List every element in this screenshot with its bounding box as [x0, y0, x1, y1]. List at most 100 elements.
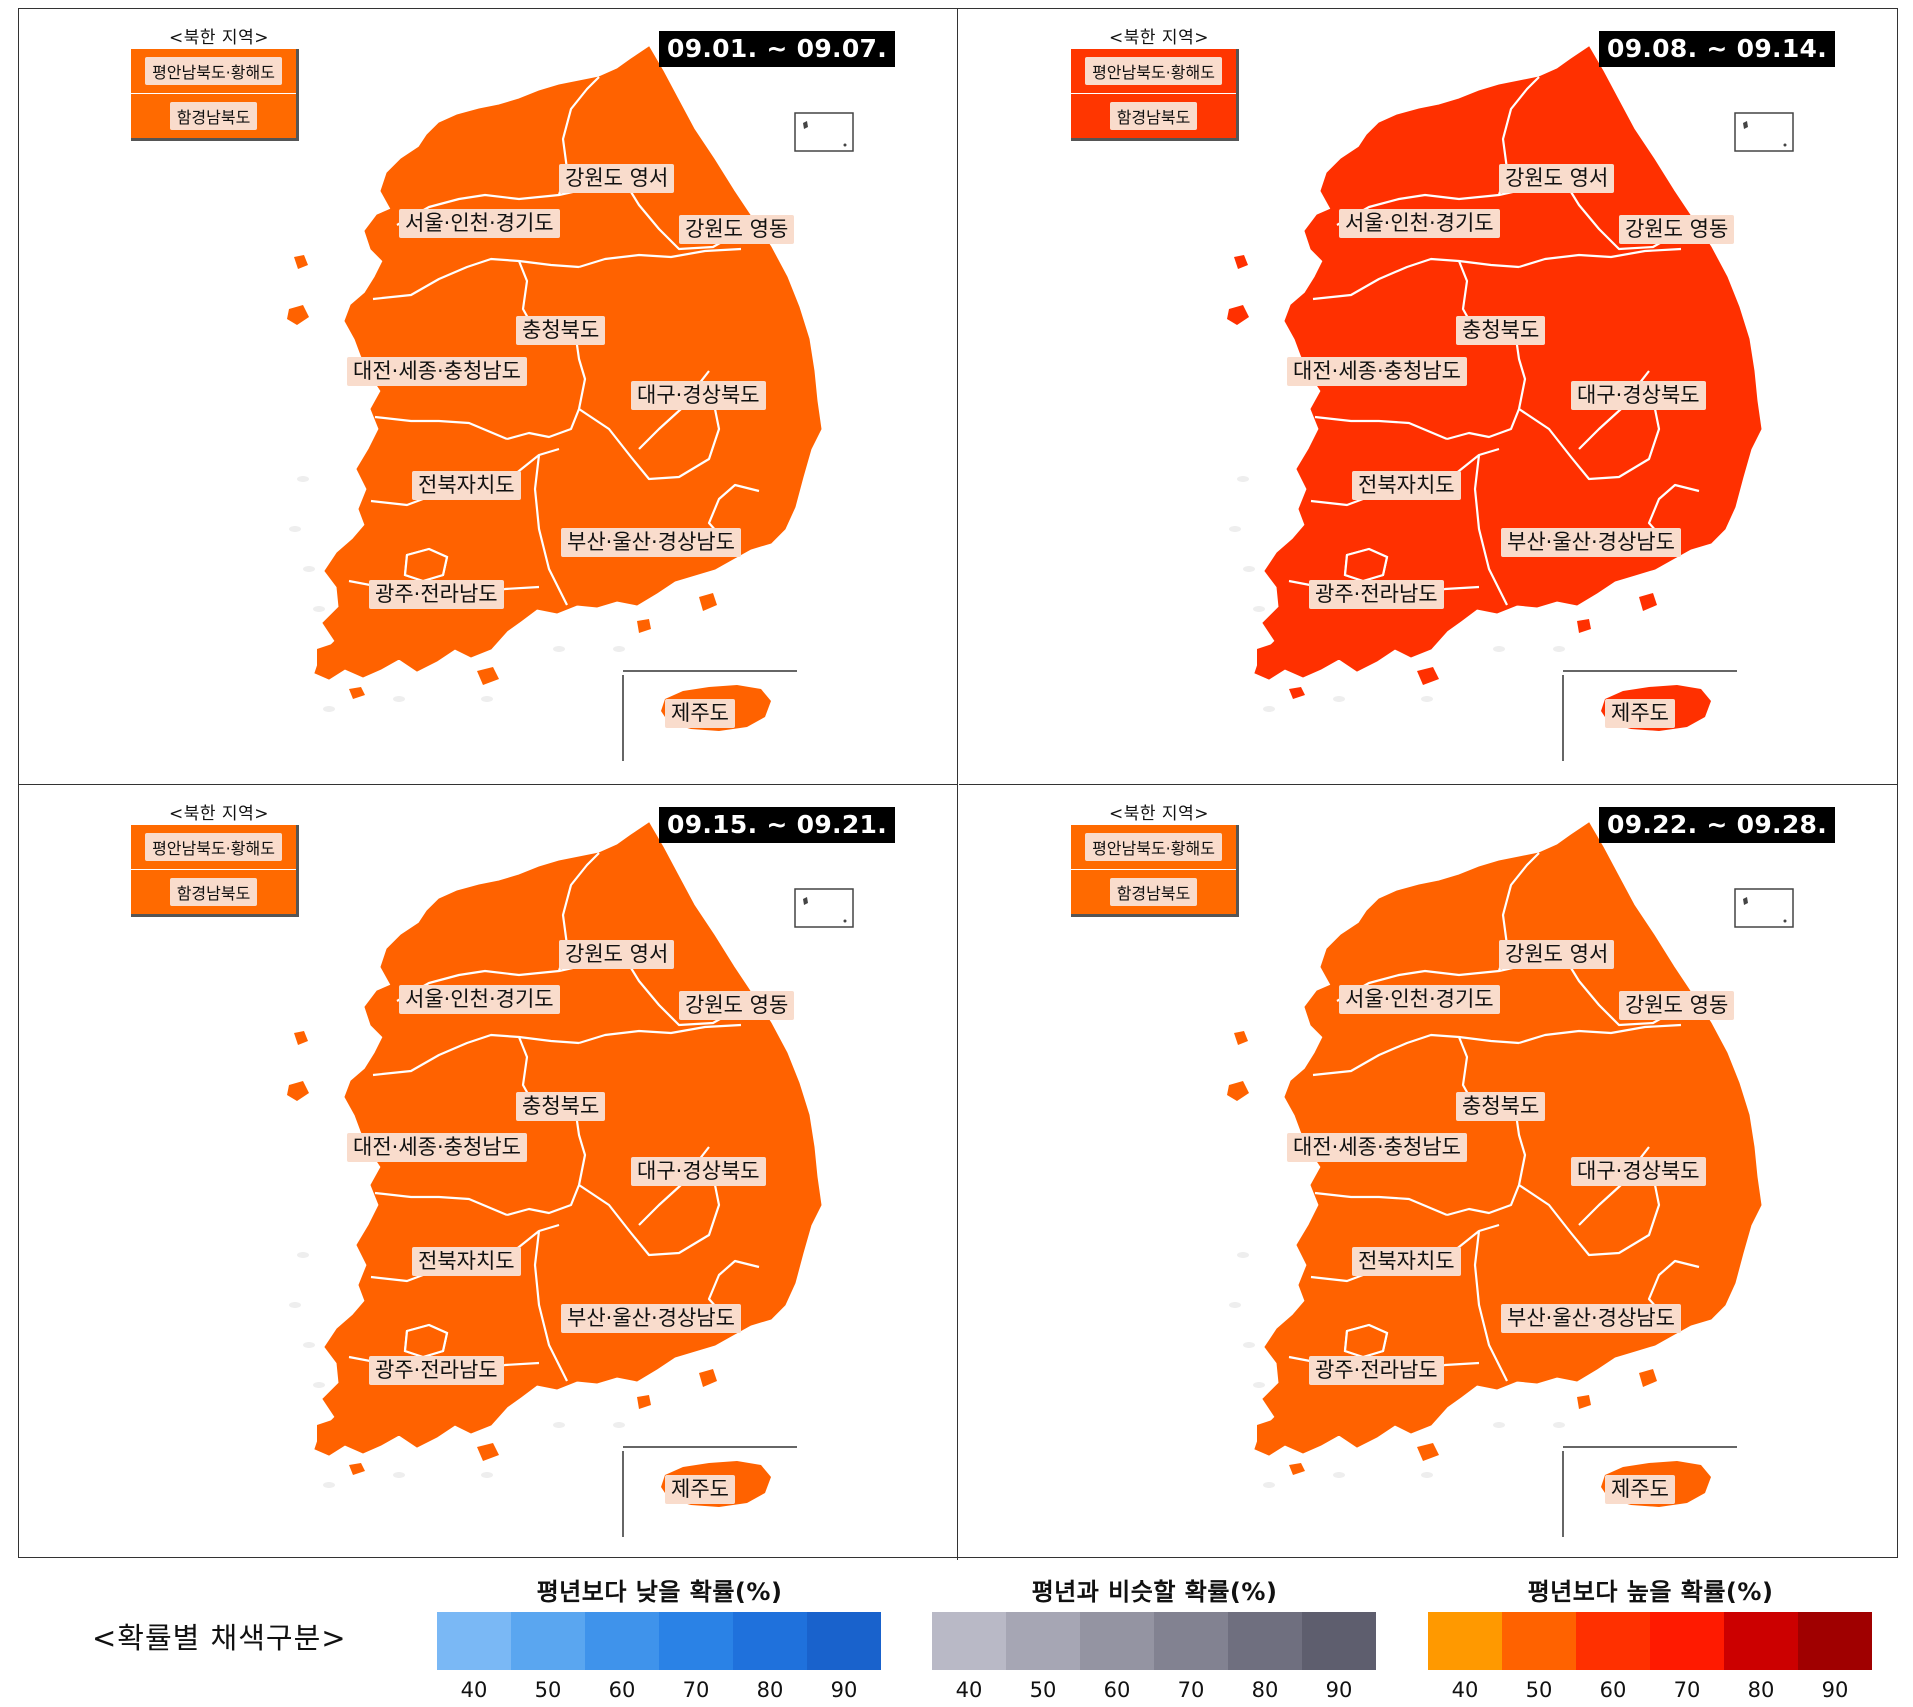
region-border	[1473, 1230, 1508, 1382]
legend-swatch	[437, 1612, 511, 1670]
islet-shape	[1263, 1482, 1275, 1488]
island-shape	[349, 687, 365, 699]
region-label: 충청북도	[1456, 316, 1546, 345]
gwangju-enclave	[1343, 1323, 1389, 1359]
north-korea-region-label: 함경남북도	[1109, 878, 1198, 906]
inset-dot-icon	[843, 143, 847, 147]
islet-shape	[1553, 646, 1565, 652]
north-korea-title: <북한 지역>	[1109, 804, 1209, 824]
islet-shape	[297, 1252, 309, 1258]
island-shape	[1639, 1369, 1657, 1387]
region-border	[578, 1023, 742, 1045]
north-korea-region-label: 함경남북도	[1109, 102, 1198, 130]
gwangju-enclave	[403, 1323, 449, 1359]
region-label: 광주·전라남도	[1309, 580, 1444, 609]
region-label: 제주도	[1605, 699, 1675, 728]
region-label: 서울·인천·경기도	[399, 209, 560, 238]
inset-dot-icon	[1783, 143, 1787, 147]
region-label: 제주도	[665, 1475, 735, 1504]
inset-dot-icon	[1783, 919, 1787, 923]
region-map	[1227, 46, 1794, 761]
region-label: 대전·세종·충청남도	[347, 357, 527, 386]
gwangju-enclave	[403, 547, 449, 583]
islet-shape	[1237, 476, 1249, 482]
date-range-badge: 09.22. ~ 09.28.	[1599, 807, 1836, 843]
islet-shape	[1493, 646, 1505, 652]
legend-heading-similar: 평년과 비슷할 확률(%)	[1031, 1578, 1278, 1606]
north-korea-box: 평안남북도·황해도 함경남북도	[131, 825, 299, 917]
region-border	[1312, 257, 1520, 301]
islet-shape	[1333, 1472, 1345, 1478]
legend-swatch	[1798, 1612, 1872, 1670]
legend-tick-label: 40	[460, 1678, 488, 1702]
islet-shape	[1229, 526, 1241, 532]
inset-island-icon	[1743, 121, 1748, 129]
legend-swatch	[511, 1612, 585, 1670]
region-border	[1446, 1106, 1527, 1217]
region-label: 대전·세종·충청남도	[1287, 357, 1467, 386]
region-border	[506, 1106, 587, 1217]
region-border	[1518, 247, 1682, 269]
island-shape	[699, 1369, 717, 1387]
region-border	[1312, 1033, 1520, 1077]
legend-tick-label: 70	[1673, 1678, 1701, 1702]
region-border	[1473, 454, 1508, 606]
islet-shape	[1333, 696, 1345, 702]
region-border	[533, 1230, 568, 1382]
islet-shape	[1229, 1302, 1241, 1308]
islet-shape	[303, 566, 315, 572]
legend-bar-below	[437, 1612, 881, 1670]
region-border	[1446, 330, 1527, 441]
island-shape	[637, 1395, 651, 1409]
region-label: 대전·세종·충청남도	[1287, 1133, 1467, 1162]
region-label: 전북자치도	[412, 1247, 521, 1276]
north-korea-region-2: 함경남북도	[131, 870, 296, 914]
region-border	[372, 1033, 580, 1077]
gwangju-enclave	[1343, 547, 1389, 583]
inset-island-icon	[803, 897, 808, 905]
island-shape	[1257, 643, 1285, 669]
north-arrow-inset	[1734, 112, 1794, 152]
island-shape	[1417, 1443, 1439, 1461]
legend-tick-label: 80	[756, 1678, 784, 1702]
islet-shape	[289, 526, 301, 532]
legend-tick-label: 70	[682, 1678, 710, 1702]
inset-island-icon	[803, 121, 808, 129]
region-label: 강원도 영서	[1499, 164, 1615, 193]
legend-tick-label: 40	[1451, 1678, 1479, 1702]
islet-shape	[1243, 566, 1255, 572]
island-shape	[287, 305, 309, 325]
region-label: 강원도 영동	[1619, 215, 1735, 244]
islet-shape	[1421, 1472, 1433, 1478]
islet-shape	[613, 1422, 625, 1428]
region-label: 충청북도	[516, 1092, 606, 1121]
region-label: 대구·경상북도	[631, 381, 766, 410]
north-korea-region-1: 평안남북도·황해도	[1071, 825, 1236, 870]
island-shape	[1227, 1081, 1249, 1101]
islet-shape	[393, 696, 405, 702]
legend-swatch	[1502, 1612, 1576, 1670]
region-border	[1518, 1023, 1682, 1045]
islet-shape	[1237, 1252, 1249, 1258]
islet-shape	[1243, 1342, 1255, 1348]
jeju-inset-frame	[1562, 1446, 1737, 1537]
legend-swatch	[807, 1612, 881, 1670]
inset-dot-icon	[843, 919, 847, 923]
islet-shape	[1553, 1422, 1565, 1428]
legend-ticks-similar: 40 50 60 70 80 90	[932, 1678, 1376, 1702]
region-label: 부산·울산·경상남도	[561, 1304, 741, 1333]
island-shape	[294, 255, 308, 269]
islet-shape	[481, 1472, 493, 1478]
island-shape	[1257, 1419, 1285, 1445]
islet-shape	[1253, 606, 1265, 612]
region-border	[374, 415, 508, 441]
islet-shape	[1253, 1382, 1265, 1388]
legend-tick-label: 60	[1599, 1678, 1627, 1702]
islet-shape	[1493, 1422, 1505, 1428]
date-range-badge: 09.08. ~ 09.14.	[1599, 31, 1836, 67]
region-label: 광주·전라남도	[1309, 1356, 1444, 1385]
island-shape	[637, 619, 651, 633]
map-panel-1: <북한 지역> 평안남북도·황해도 함경남북도 09.01. ~ 09.07. 강원도 …	[19, 9, 958, 785]
island-shape	[699, 593, 717, 611]
island-shape	[287, 1081, 309, 1101]
